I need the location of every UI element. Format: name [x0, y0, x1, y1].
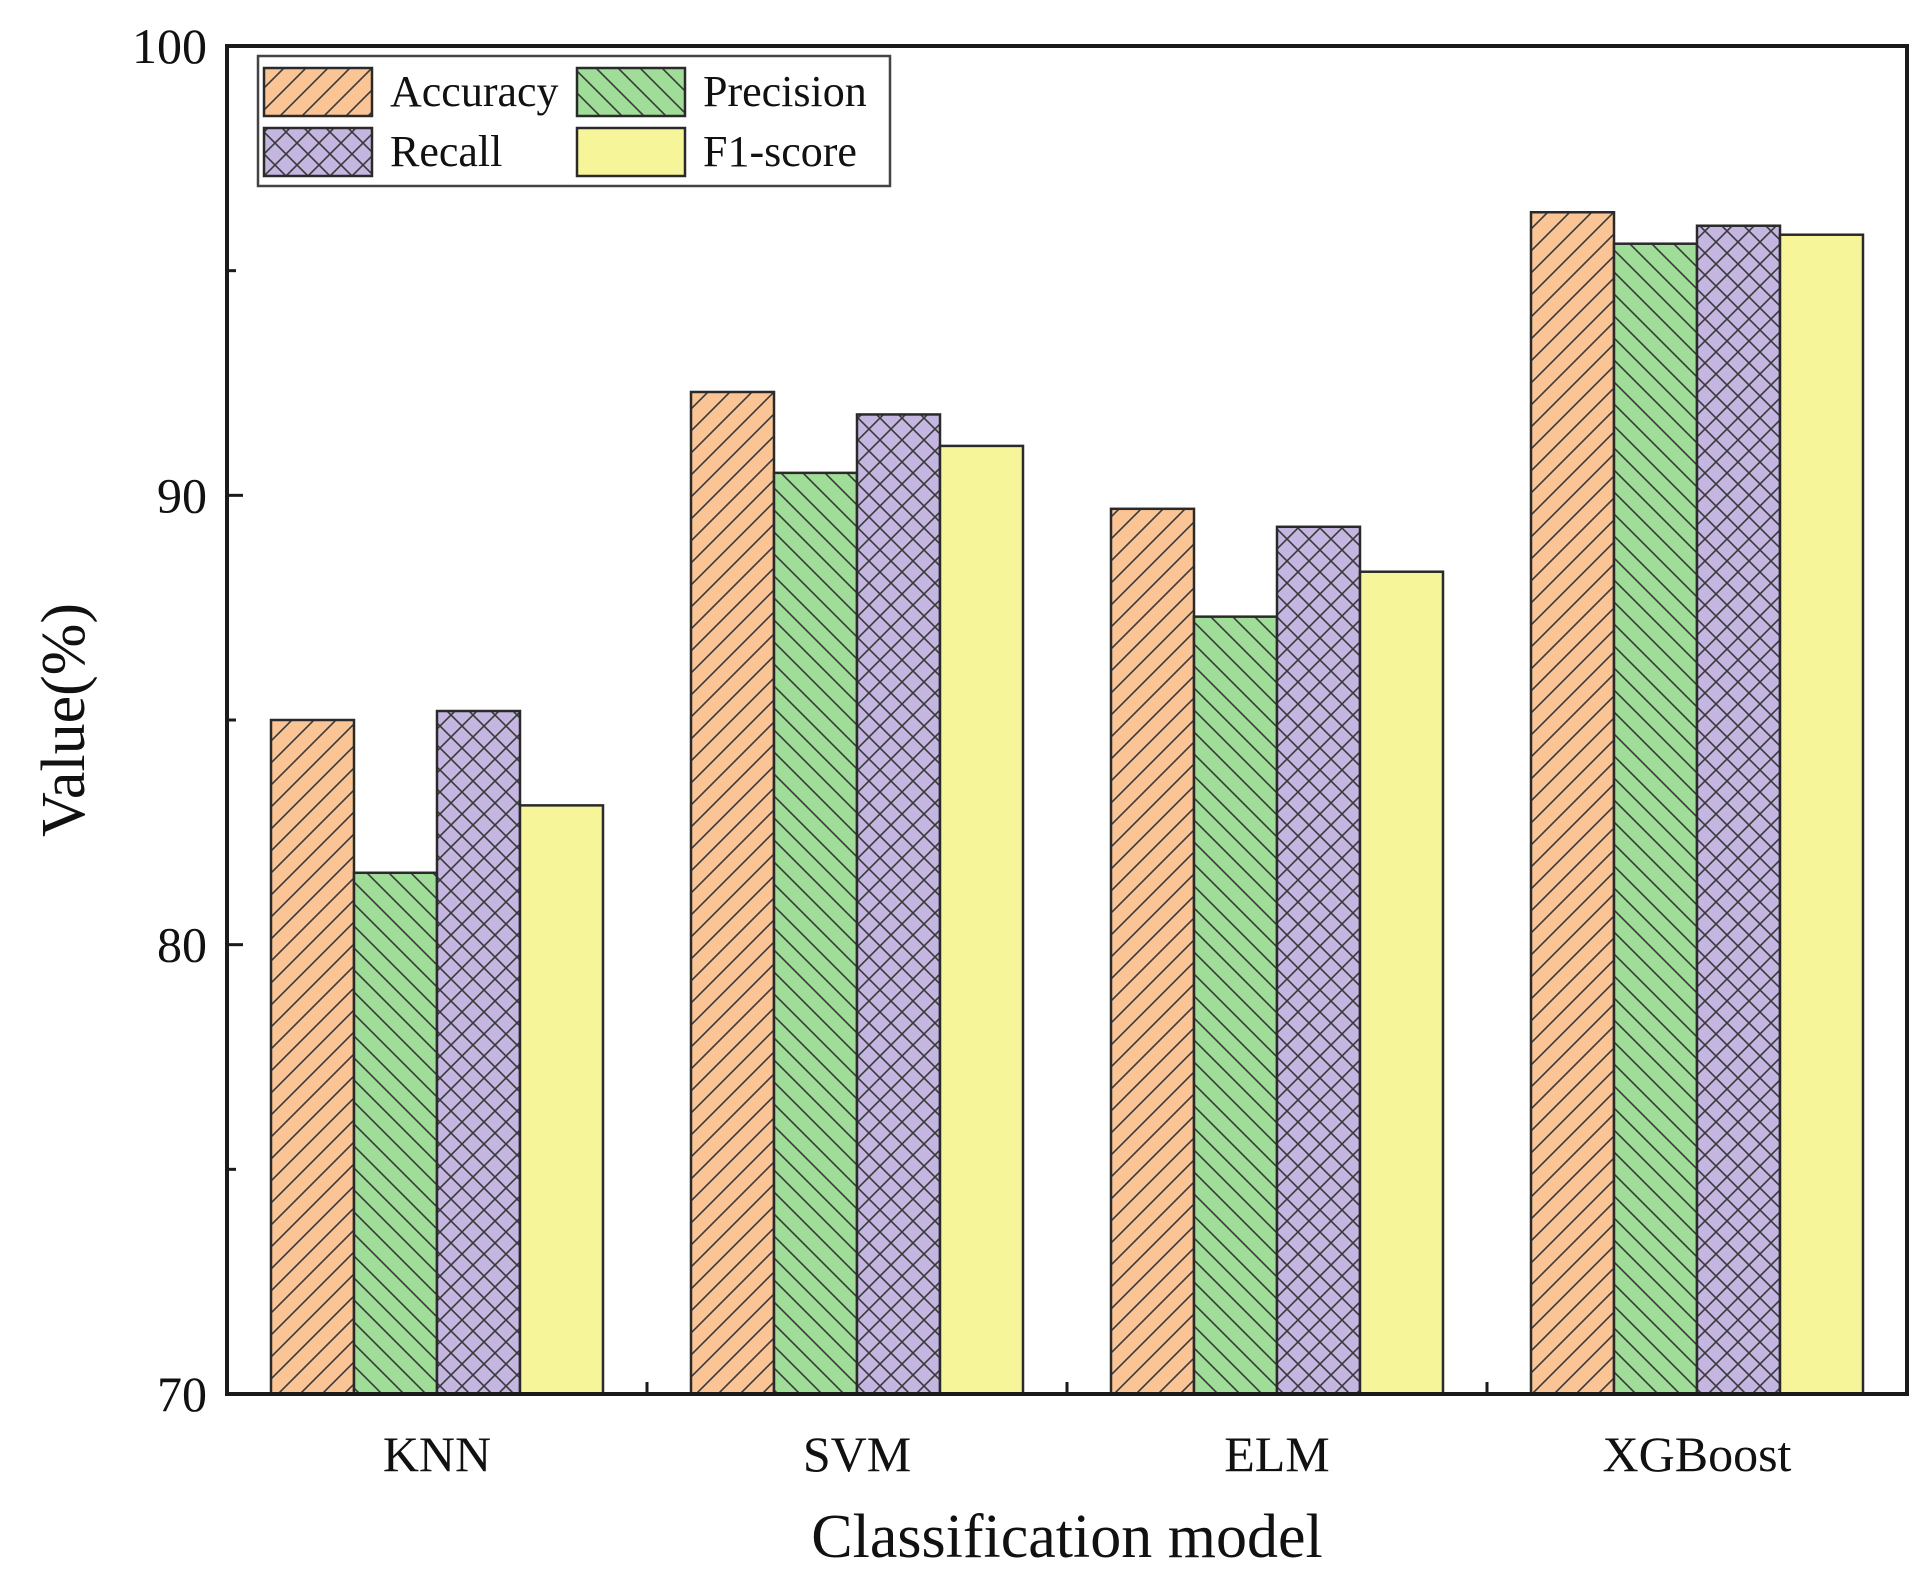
- bar-elm-recall: [1275, 525, 1362, 1396]
- y-tick-label: 100: [132, 18, 207, 74]
- bar-svm-f1-score: [938, 444, 1025, 1396]
- x-axis-title: Classification model: [811, 1503, 1322, 1571]
- bar-knn-f1-score: [518, 804, 605, 1396]
- legend-swatch-accuracy: [262, 66, 374, 118]
- legend-label-f1-score: F1-score: [703, 127, 857, 176]
- bar-knn-accuracy: [269, 718, 356, 1396]
- bar-xgboost-f1-score: [1778, 233, 1865, 1396]
- legend-label-accuracy: Accuracy: [390, 67, 559, 116]
- legend-swatch-recall: [262, 126, 374, 178]
- bars-layer: [269, 211, 1865, 1396]
- legend-swatch-precision: [575, 66, 687, 118]
- legend: Accuracy Precision Recall F1-score: [256, 54, 892, 188]
- bar-elm-precision: [1192, 615, 1279, 1396]
- x-tick-label-elm: ELM: [1224, 1426, 1330, 1482]
- bar-knn-recall: [435, 709, 522, 1396]
- y-axis: 70 80 90 100: [132, 18, 243, 1422]
- y-tick-label: 70: [157, 1366, 207, 1422]
- x-tick-label-svm: SVM: [803, 1426, 911, 1482]
- bar-xgboost-precision: [1612, 242, 1699, 1396]
- bar-xgboost-accuracy: [1529, 211, 1616, 1396]
- legend-label-precision: Precision: [703, 67, 867, 116]
- bar-svm-precision: [772, 471, 859, 1396]
- bar-elm-accuracy: [1109, 507, 1196, 1396]
- x-axis: KNN SVM ELM XGBoost: [383, 1382, 1792, 1482]
- bar-elm-f1-score: [1358, 570, 1445, 1396]
- x-tick-label-knn: KNN: [383, 1426, 491, 1482]
- legend-label-recall: Recall: [390, 127, 502, 176]
- bar-svm-recall: [855, 413, 942, 1396]
- y-tick-label: 80: [157, 917, 207, 973]
- bar-svm-accuracy: [689, 390, 776, 1396]
- bar-xgboost-recall: [1695, 224, 1782, 1396]
- y-tick-label: 90: [157, 467, 207, 523]
- bar-knn-precision: [352, 871, 439, 1396]
- y-axis-title: Value(%): [30, 603, 98, 837]
- x-tick-label-xgboost: XGBoost: [1603, 1426, 1792, 1482]
- legend-swatch-f1-score: [575, 126, 687, 178]
